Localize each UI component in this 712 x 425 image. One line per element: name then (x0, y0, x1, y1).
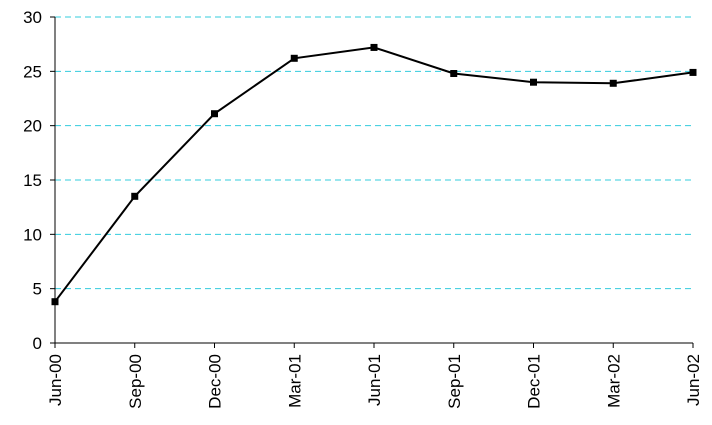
x-tick-label: Mar-01 (285, 354, 304, 408)
x-tick-label: Jun-00 (46, 354, 65, 406)
x-tick-label: Jun-01 (365, 354, 384, 406)
y-tick-label: 5 (33, 280, 42, 299)
series-line (54, 46, 694, 303)
data-point (530, 78, 537, 86)
series-group (51, 43, 697, 306)
y-tick-label: 25 (23, 62, 42, 81)
x-axis-ticks: Jun-00 Sep-00 Dec-00 Mar-01 Jun-01 Sep-01 Dec-… (46, 343, 703, 409)
y-tick-label: 20 (23, 117, 42, 136)
x-tick-label: Dec-00 (206, 354, 225, 409)
data-point (290, 54, 298, 62)
y-tick-label: 10 (23, 225, 42, 244)
gridlines (55, 16, 693, 290)
data-point (609, 79, 617, 87)
y-axis-ticks: 0 5 10 15 20 25 30 (23, 8, 55, 353)
y-tick-label: 30 (23, 8, 42, 27)
x-tick-label: Sep-00 (126, 354, 145, 409)
x-tick-label: Jun-02 (684, 354, 703, 406)
x-tick-label: Dec-01 (525, 354, 544, 409)
data-point (211, 110, 218, 118)
data-point (370, 43, 378, 51)
data-point (450, 70, 458, 78)
data-point (689, 68, 697, 76)
data-point (131, 192, 139, 200)
x-tick-label: Sep-01 (445, 354, 464, 409)
y-tick-label: 15 (23, 171, 42, 190)
data-point (51, 298, 59, 306)
x-tick-label: Mar-02 (604, 354, 623, 408)
y-tick-label: 0 (33, 334, 42, 353)
